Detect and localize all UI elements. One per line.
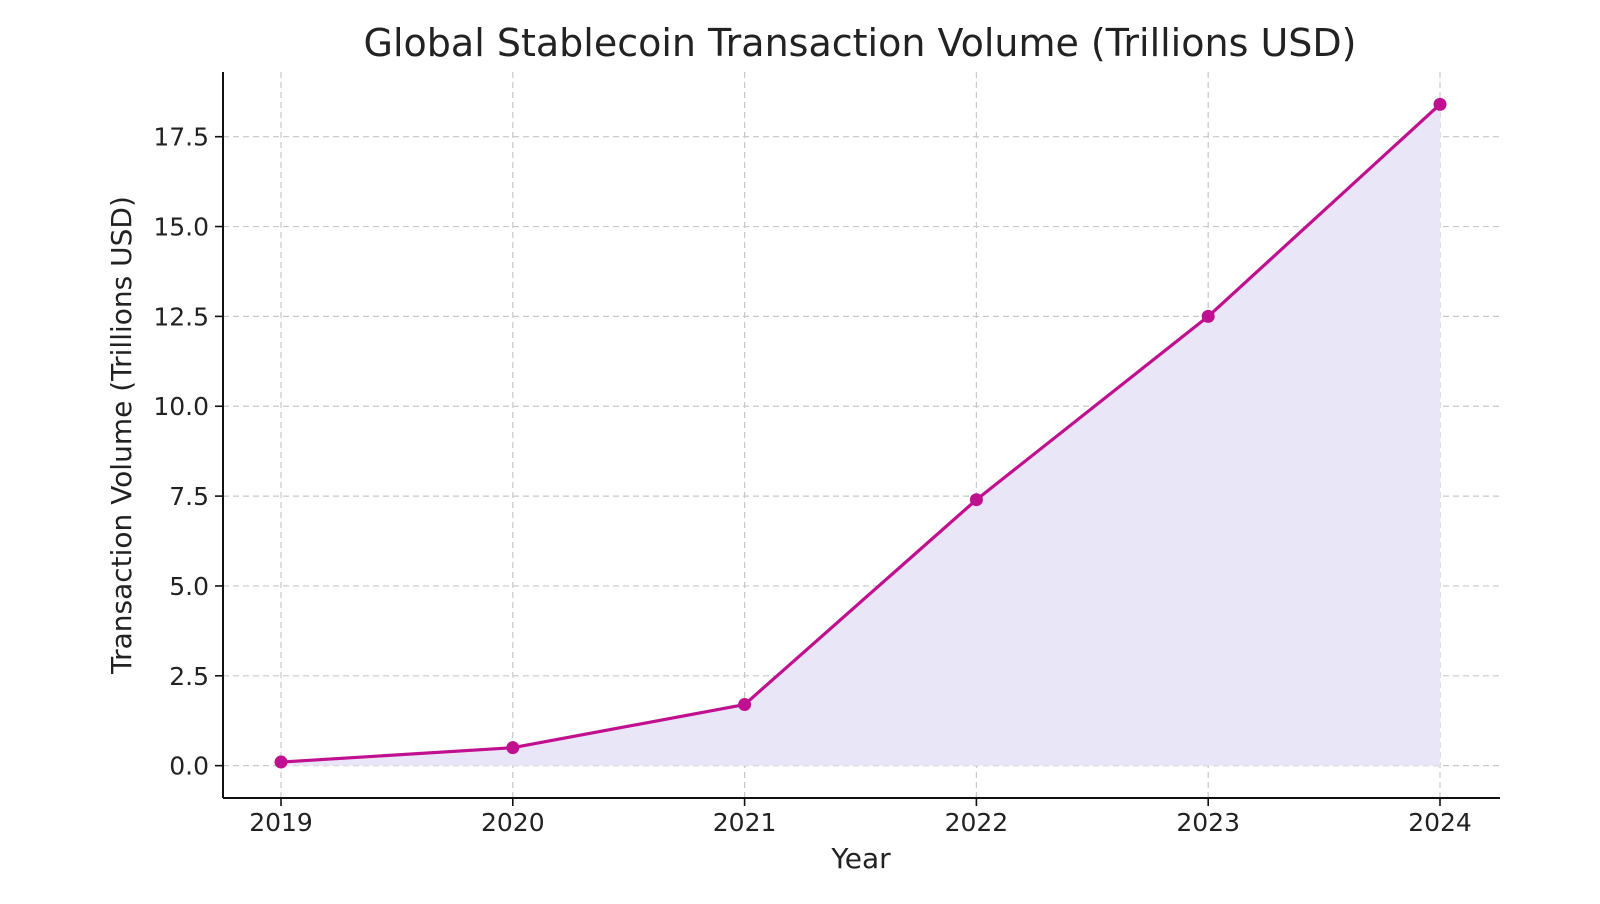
y-tick-label: 12.5 [153,302,209,331]
y-tick-label: 17.5 [153,123,209,152]
series-line [279,102,1442,764]
x-tick-label: 2021 [713,808,777,837]
tick-layer: 0.0 2.5 5.0 7.5 10.0 12.5 15.0 17.5 2019 2020 2021… [153,123,1471,837]
y-tick-label: 7.5 [169,482,209,511]
area-layer [281,104,1440,766]
x-tick-label: 2022 [945,808,1009,837]
y-tick-label: 0.0 [169,752,209,781]
x-tick-label: 2023 [1176,808,1240,837]
x-tick-label: 2024 [1408,808,1472,837]
x-tick-label: 2019 [249,808,313,837]
data-point-2019 [274,755,288,769]
y-tick-label: 5.0 [169,572,209,601]
x-axis-label: Year [830,842,891,875]
chart-title: Global Stablecoin Transaction Volume (Tr… [364,21,1357,65]
y-axis-label: Transaction Volume (Trillions USD) [105,196,138,675]
axis-layer [222,72,1500,799]
y-tick-label: 10.0 [153,392,209,421]
y-tick-label: 2.5 [169,662,209,691]
data-point-2022 [969,493,983,507]
line-layer [279,102,1442,764]
series-area-fill [281,104,1440,766]
x-tick-label: 2020 [481,808,545,837]
data-point-2024 [1433,97,1447,111]
point-layer [274,97,1447,769]
data-point-2021 [738,698,752,712]
data-point-2023 [1201,309,1215,323]
y-tick-label: 15.0 [153,213,209,242]
data-point-2020 [506,741,520,755]
